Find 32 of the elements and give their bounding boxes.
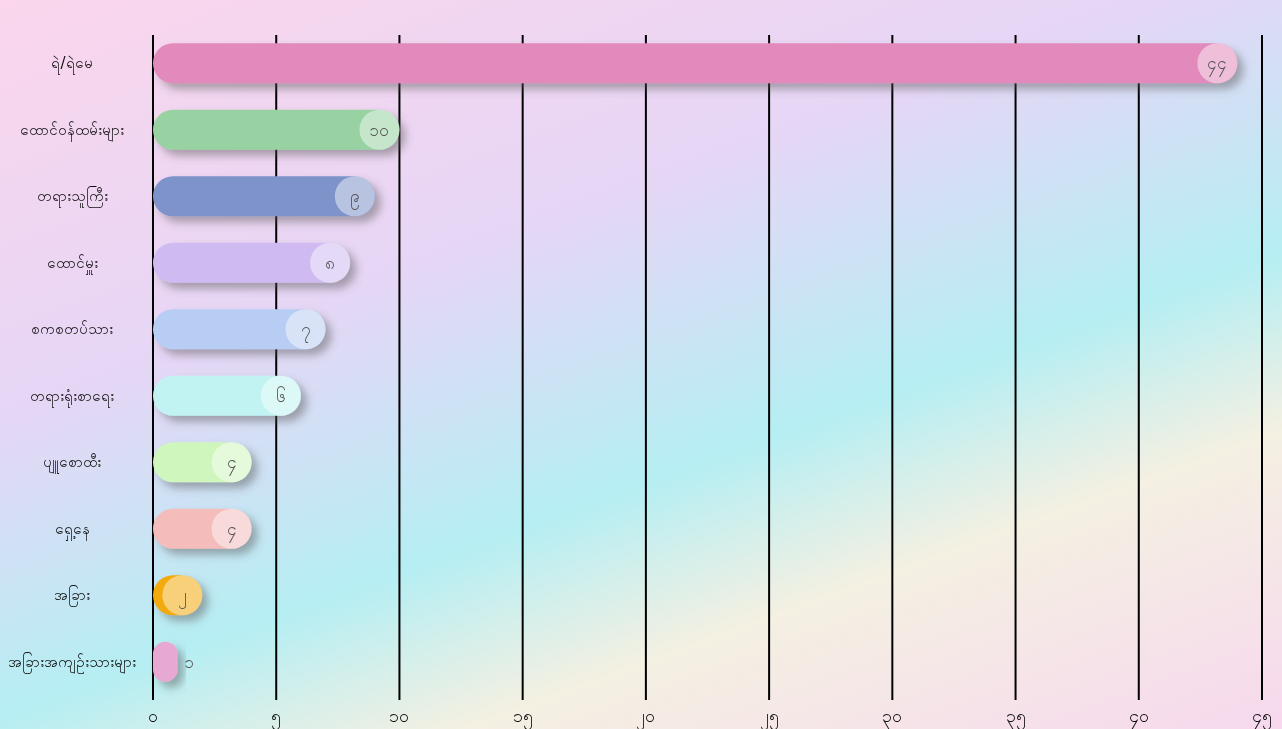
category-label: ထောင်ဝန်ထမ်းများ: [2, 112, 142, 147]
category-label: ထောင်မှူး: [2, 245, 142, 280]
category-label: အခြားအကျဉ်းသားများ: [2, 644, 142, 679]
category-label: တရားသူကြီး: [35, 185, 109, 210]
data-label: ၄: [226, 452, 237, 477]
category-label: အခြား: [53, 584, 91, 609]
data-label: ၈: [325, 252, 336, 273]
category-label: စကစတပ်သား: [30, 319, 114, 341]
data-label: ၇: [300, 319, 311, 344]
bar: ၄: [153, 508, 252, 549]
bar: ၉: [153, 176, 375, 217]
bar: ၄၄: [153, 43, 1238, 84]
x-tick-label: ၁၀: [389, 705, 410, 726]
data-label: ၄၄: [1207, 53, 1228, 78]
data-label: ၆: [275, 385, 286, 406]
data-label: ၁၀: [369, 119, 390, 140]
bar: ၂: [153, 575, 203, 616]
data-label: ၉: [349, 186, 360, 211]
bar: ၁၀: [153, 109, 400, 150]
data-label: ၂: [177, 585, 187, 610]
category-label: ရှေ့နေ: [2, 511, 142, 546]
bar: ၁: [153, 641, 194, 682]
bar: ၈: [153, 242, 351, 283]
bar: ၆: [153, 375, 301, 416]
bar: ၄: [153, 442, 252, 483]
data-label: ၁: [183, 651, 194, 672]
category-label: တရားရုံးစာရေး: [2, 378, 142, 413]
data-label: ၄: [226, 518, 237, 543]
category-label: ရဲ/ရဲမေ: [50, 53, 94, 77]
category-label: ပျူစောထီး: [42, 452, 102, 476]
bar: ၇: [153, 309, 326, 350]
x-tick-label: ၀: [148, 705, 158, 726]
